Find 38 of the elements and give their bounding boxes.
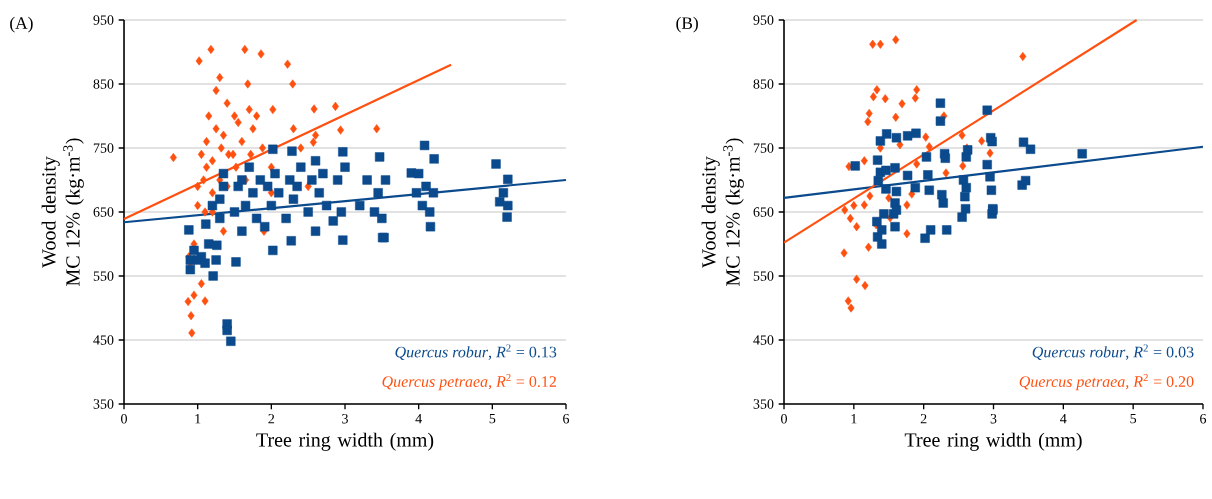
y-tick-label: 850 [93,79,114,89]
y-tick-label: 950 [753,15,774,25]
x-axis-title: Tree ring width (mm) [256,432,434,451]
y-tick-label: 750 [753,143,774,153]
x-tick-label: 5 [489,414,496,424]
y-axis-title: Wood density MC 12% (kg·m$^{-3}$) [701,138,744,286]
text: Quercus petraea, R$^{2}$ = 0.20 [1019,373,1194,391]
x-tick-label: 4 [1060,414,1067,424]
x-tick-label: 2 [268,414,275,424]
x-tick-label: 5 [1130,414,1137,424]
text: Quercus robur, R$^{2}$ = 0.03 [1032,344,1194,360]
y-tick-label: 450 [753,335,774,345]
x-tick-label: 1 [851,414,857,424]
x-tick-label: 0 [781,414,787,424]
text: Quercus robur, R$^{2}$ = 0.13 [395,344,557,360]
y-tick-label: 350 [753,399,774,409]
y-tick-label: 550 [753,271,774,281]
x-tick-label: 1 [195,414,201,424]
x-axis-title: Tree ring width (mm) [904,432,1082,451]
x-tick-label: 4 [415,414,422,424]
y-axis-title: Wood density MC 12% (kg·m$^{-3}$) [41,138,84,286]
y-tick-label: 850 [753,79,774,89]
chart-title: (A) [10,16,33,33]
text: Quercus petraea, R$^{2}$ = 0.12 [382,373,556,391]
y-tick-label: 450 [93,335,114,345]
x-tick-label: 2 [920,414,927,424]
x-tick-label: 0 [121,414,127,424]
y-tick-label: 650 [753,207,774,217]
x-tick-label: 6 [1200,414,1207,424]
x-tick-label: 3 [990,414,997,424]
y-tick-label: 950 [93,15,114,25]
x-tick-label: 3 [342,414,348,424]
y-tick-label: 350 [93,399,114,409]
chart-title: (B) [676,16,698,33]
x-tick-label: 6 [563,414,570,424]
y-tick-label: 750 [93,143,114,153]
y-tick-label: 550 [93,271,114,281]
y-tick-label: 650 [93,207,114,217]
